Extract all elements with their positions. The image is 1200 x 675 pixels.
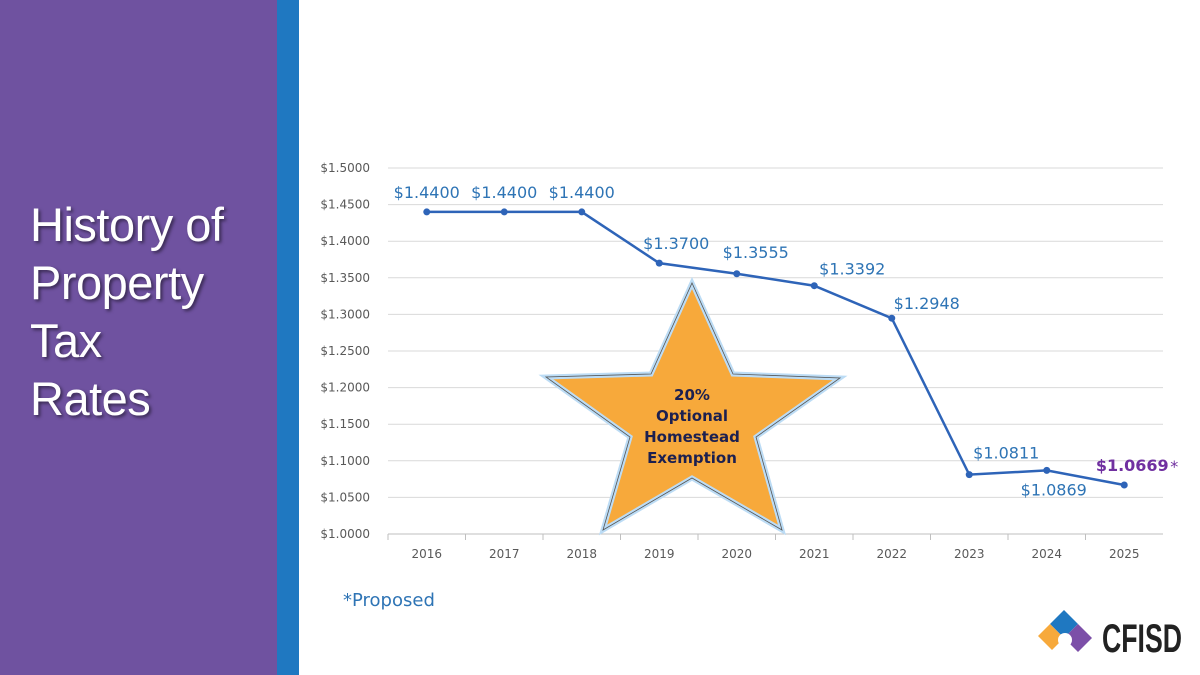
logo-text: CFISD [1102, 617, 1182, 660]
x-tick-label: 2020 [721, 547, 752, 561]
series-line [426, 210, 1125, 487]
y-tick-label: $1.4000 [320, 234, 370, 248]
data-label: $1.0869 [1021, 480, 1087, 499]
y-tick-label: $1.5000 [320, 161, 370, 175]
title-line: Rates [30, 372, 151, 425]
title-line: Tax [30, 314, 102, 367]
star-text: Exemption [647, 449, 737, 467]
x-tick-label: 2023 [954, 547, 985, 561]
title-line: Property [30, 256, 204, 309]
y-tick-label: $1.2500 [320, 344, 370, 358]
proposed-asterisk: * [1170, 457, 1178, 476]
data-point [423, 208, 431, 216]
y-tick-label: $1.1500 [320, 417, 370, 431]
data-label: $1.2948 [894, 294, 960, 313]
x-tick-label: 2022 [876, 547, 907, 561]
star-text: Optional [656, 407, 728, 425]
x-tick-label: 2019 [644, 547, 675, 561]
data-label: $1.4400 [471, 183, 537, 202]
data-label: $1.4400 [394, 183, 460, 202]
y-tick-label: $1.3000 [320, 307, 370, 321]
y-tick-label: $1.0000 [320, 527, 370, 541]
y-tick-label: $1.4500 [320, 198, 370, 212]
sidebar-panel [0, 0, 277, 675]
data-label: $1.3555 [723, 243, 789, 262]
y-tick-label: $1.3500 [320, 271, 370, 285]
x-tick-label: 2016 [411, 547, 442, 561]
data-point [1043, 466, 1051, 474]
x-tick-label: 2024 [1031, 547, 1062, 561]
y-tick-label: $1.1000 [320, 454, 370, 468]
data-label: $1.3392 [819, 260, 885, 279]
slide-title: History of Property Tax Rates [30, 196, 224, 428]
data-point [888, 314, 896, 322]
y-tick-label: $1.2000 [320, 381, 370, 395]
data-point [965, 471, 973, 479]
x-tick-label: 2025 [1109, 547, 1140, 561]
star-text: Homestead [644, 428, 740, 446]
data-label: $1.0811 [973, 444, 1039, 463]
data-point [500, 208, 508, 216]
data-point [810, 282, 818, 290]
data-label: $1.4400 [549, 183, 615, 202]
x-tick-label: 2018 [566, 547, 597, 561]
homestead-star-callout: 20% Optional Homestead Exemption [538, 276, 848, 536]
data-point [578, 208, 586, 216]
proposed-footnote: *Proposed [343, 590, 435, 611]
accent-strip [277, 0, 299, 675]
data-label: $1.0669 [1096, 456, 1169, 475]
star-text: 20% [674, 386, 710, 404]
x-tick-label: 2021 [799, 547, 830, 561]
data-point [1120, 481, 1128, 489]
cfisd-logo: CFISD [1036, 608, 1186, 665]
y-tick-label: $1.0500 [320, 490, 370, 504]
data-point [655, 259, 663, 267]
title-line: History of [30, 198, 224, 251]
data-label: $1.3700 [643, 234, 709, 253]
data-point [733, 270, 741, 278]
x-tick-label: 2017 [489, 547, 520, 561]
